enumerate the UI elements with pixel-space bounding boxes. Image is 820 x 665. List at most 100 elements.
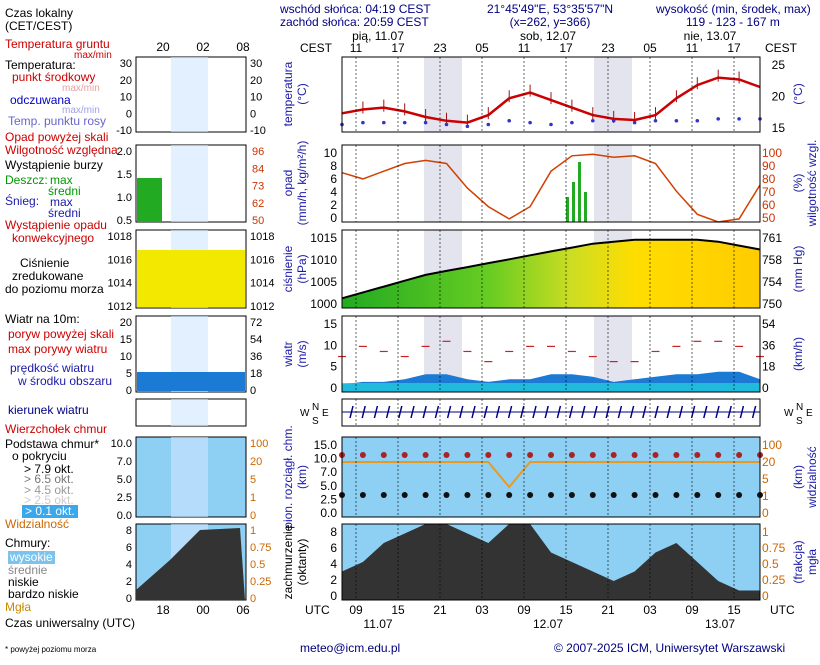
wind-tick-right: 0	[762, 381, 769, 395]
legend-temp-tick-right: 20	[250, 75, 262, 87]
legend-top-hour: 20	[156, 40, 170, 54]
cloudcover-tick-left: 2	[330, 573, 337, 587]
date-top: sob, 12.07	[520, 29, 576, 43]
fog-tick-right: 1	[762, 525, 769, 539]
date-top: pią, 11.07	[352, 29, 404, 43]
legend-dew-point: Temp. punktu rosy	[8, 114, 107, 128]
temp-axis-unit: (°C)	[295, 83, 309, 104]
legend-conv-precip: Wystąpienie opadu	[5, 218, 107, 232]
legend-okt-65: > 6.5 okt.	[24, 472, 74, 486]
legend-night-5	[171, 437, 208, 517]
cloudcover-axis-title: zachmurzenie	[281, 524, 295, 599]
legend-okt-79: > 7.9 okt.	[24, 462, 74, 476]
compass-n-left: N	[312, 402, 319, 413]
dew-point	[423, 120, 428, 125]
legend-wind-tick-right: 72	[250, 317, 262, 329]
cloud-base-dot	[736, 492, 743, 498]
cloud-base-dot	[464, 492, 471, 498]
pressure-tick-left: 1010	[310, 253, 337, 267]
cloud-top-dot	[631, 452, 638, 458]
legend-cloud-tick-right: 100	[250, 438, 268, 450]
cloud-base-dot	[506, 492, 513, 498]
visibility-line	[342, 461, 760, 489]
utc-label-right: UTC	[770, 603, 795, 617]
legend-maxmin-2: max/min	[62, 105, 100, 116]
cloud-top-dot	[359, 452, 366, 458]
legend-okt-01: > 0.1 okt.	[22, 505, 78, 518]
legend-wind-fill	[137, 372, 245, 391]
hour-top: 05	[475, 41, 489, 55]
temp-axis-unit-right: (°C)	[791, 83, 805, 104]
cloud-top-dot	[485, 452, 492, 458]
dew-point	[402, 120, 407, 125]
panel-frame-cc	[341, 523, 761, 601]
visibility-axis-unit: (km)	[791, 465, 805, 489]
legend-cloud-tick-right: 20	[250, 456, 262, 468]
legend-temp-tick-right: -10	[250, 125, 266, 137]
legend-wind-speed: prędkość wiatru	[10, 361, 95, 375]
cloudbase-axis-title: pion. rozciągł. chm.	[281, 425, 295, 528]
legend-bottom-hour: 00	[196, 603, 210, 617]
cloud-base-dot	[401, 492, 408, 498]
grid-text: (x=262, y=366)	[509, 15, 591, 29]
dew-point	[674, 118, 679, 123]
cloudcover-tick-left: 0	[330, 589, 337, 603]
legend-bottom-hour: 06	[236, 603, 250, 617]
legend-wind-tick-left: 10	[120, 351, 132, 363]
legend-cloud-tick-left: 5.0	[117, 474, 132, 486]
legend-pressure-tick-right: 1012	[250, 301, 274, 313]
precip-bar-3	[566, 197, 569, 222]
wind-tick-right: 36	[762, 338, 776, 352]
legend-rain-mean: średni	[48, 184, 81, 198]
pressure-tick-right: 758	[762, 253, 782, 267]
wind-axis-unit-right: (km/h)	[791, 337, 805, 371]
legend-precip-tick-left: 1.5	[117, 169, 132, 181]
legend-night-1	[171, 145, 208, 222]
legend-cloud-tick-left: 10.0	[111, 438, 132, 450]
dew-point	[528, 120, 532, 125]
visibility-tick-right: 0	[762, 506, 769, 520]
cloud-cover-area	[342, 524, 760, 600]
humidity-axis-title: wilgotność wzgl.	[805, 140, 819, 228]
cloud-base-dot	[485, 492, 492, 498]
legend-precip-tick-right: 62	[252, 198, 264, 210]
cloudcover-axis-unit: (oktanty)	[295, 539, 309, 586]
wind-tick-left: 5	[330, 360, 337, 374]
visibility-axis-title: widzialność	[805, 446, 819, 508]
legend-pressure-tick-left: 1016	[108, 254, 132, 266]
humidity-line	[341, 153, 761, 223]
legend-maxmin-1: max/min	[62, 83, 100, 94]
humidity-tick-right: 80	[762, 172, 776, 186]
cloud-top-dot	[610, 452, 617, 458]
cloud-top-dot	[401, 452, 408, 458]
pressure-axis-title: ciśnienie	[281, 245, 295, 292]
cloud-top-dot	[652, 452, 659, 458]
hour-bottom: 15	[559, 603, 573, 617]
legend-high: wysokie	[8, 550, 55, 564]
footer-email[interactable]: meteo@icm.edu.pl	[300, 641, 401, 655]
hour-top: 17	[559, 41, 573, 55]
legend-temp-tick-left: 10	[120, 92, 132, 104]
dew-point	[653, 118, 658, 123]
fog-tick-right: 0.25	[762, 573, 786, 587]
humidity-tick-right: 100	[762, 146, 782, 160]
legend-snow-max: max	[50, 195, 73, 209]
legend-okt-25: > 2.5 okt.	[24, 493, 74, 507]
legend-pressure-3: do poziomu morza	[5, 282, 104, 296]
legend-cover-tick-left: 6	[126, 542, 132, 554]
panel-bg-precip	[342, 145, 760, 222]
cloudbase-tick-left: 2.5	[320, 492, 337, 506]
pressure-line	[341, 238, 761, 300]
compass-e-right: E	[806, 408, 813, 419]
pressure-tick-left: 1015	[310, 231, 337, 245]
legend-night-4	[171, 399, 208, 426]
legend-wind-tick-left: 5	[126, 368, 132, 380]
legend-precip-tick-left: 1.0	[117, 192, 132, 204]
hour-top: 17	[727, 41, 741, 55]
compass-s-right: S	[796, 416, 803, 427]
humidity-axis-unit: (%)	[791, 174, 805, 193]
legend-temp-tick-right: 0	[250, 108, 256, 120]
legend-max-gusts: max porywy wiatru	[8, 342, 108, 356]
compass-w-left: W	[300, 408, 310, 419]
dew-point	[361, 120, 365, 125]
